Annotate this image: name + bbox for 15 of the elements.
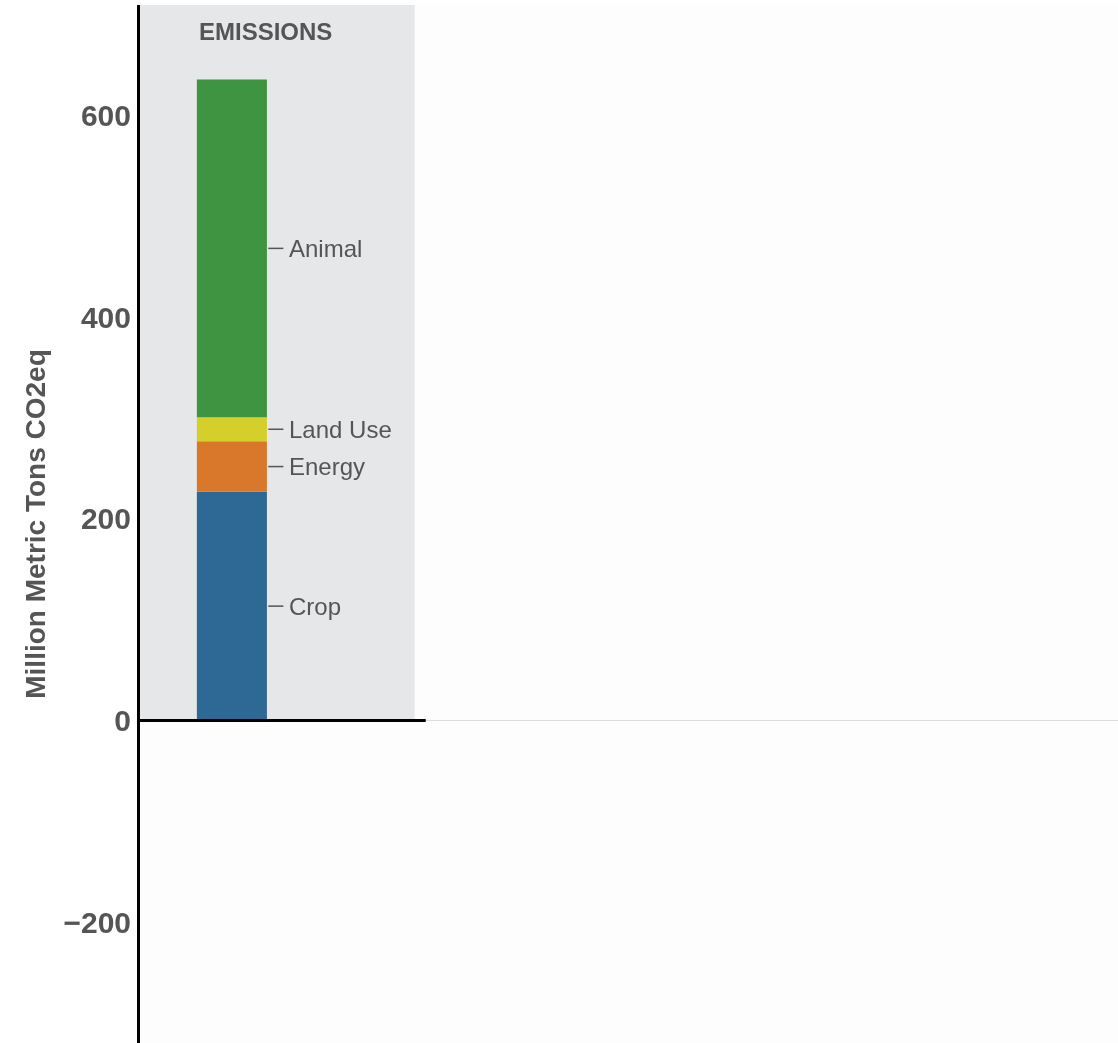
y-tick-label: −200 [63,905,131,939]
y-tick-label: 600 [80,99,131,133]
bar [196,441,267,492]
bar [196,79,267,418]
series-label: Energy [289,453,366,480]
x-tick-label: EMISSIONS [199,18,333,45]
series-label: Animal [289,235,363,262]
bar [196,417,267,442]
y-tick-label: 400 [80,300,131,334]
y-tick-label: 0 [114,704,131,738]
bar [196,491,267,721]
series-label: Land Use [289,416,392,443]
series-label: Crop [289,593,342,620]
y-tick-label: 200 [80,502,131,536]
y-axis-title: Million Metric Tons CO2eq [20,349,52,699]
